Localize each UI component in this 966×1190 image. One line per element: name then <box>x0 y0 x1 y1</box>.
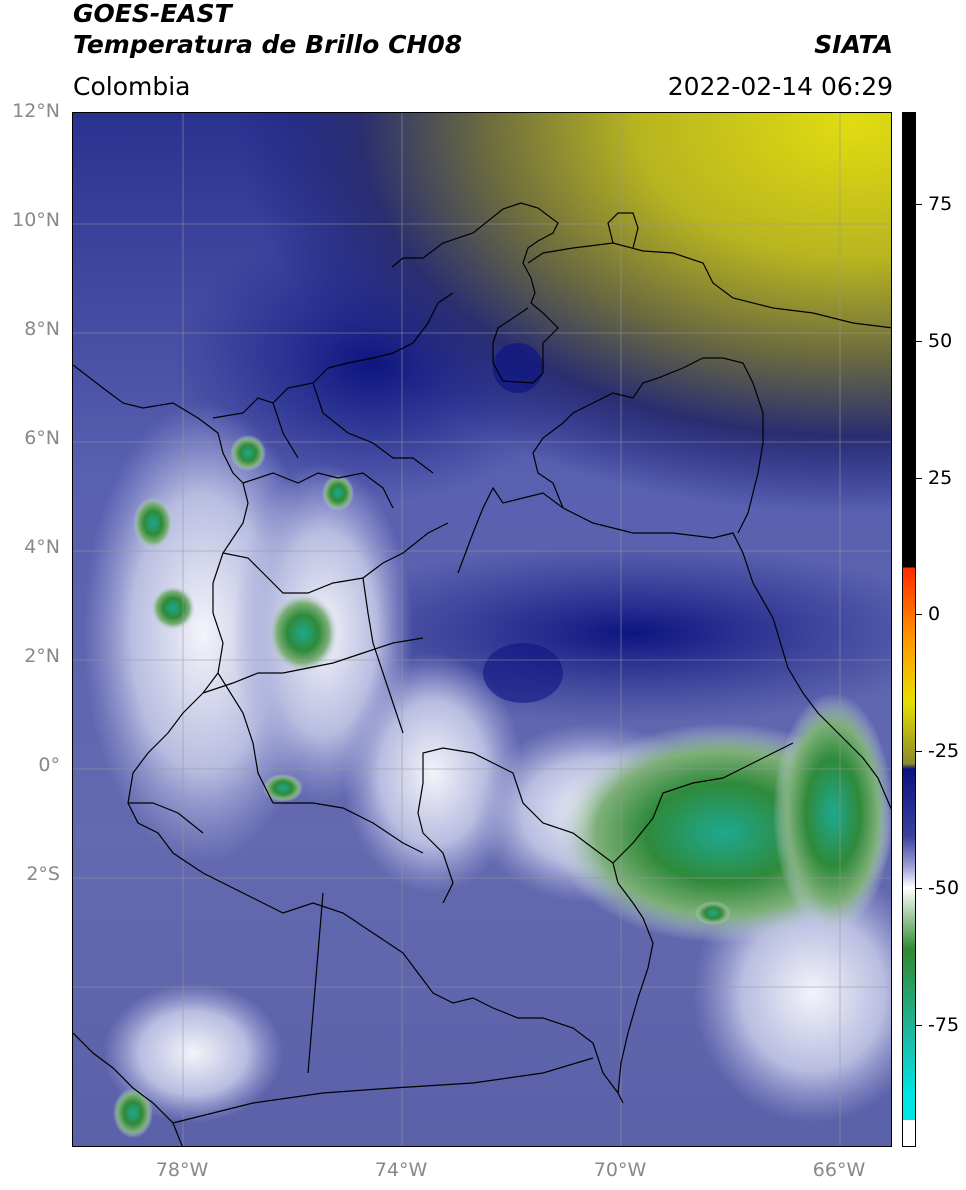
colorbar-label-0: 0 <box>928 603 941 625</box>
satellite-map <box>72 112 892 1147</box>
lat-tick-4n: 4°N <box>24 536 60 558</box>
colorbar-label-50: 50 <box>928 330 953 352</box>
lon-tick-66w: 66°W <box>812 1159 866 1181</box>
lat-tick-8n: 8°N <box>24 318 60 340</box>
lat-tick-6n: 6°N <box>24 427 60 449</box>
colorbar-label-neg25: -25 <box>928 740 960 762</box>
lon-tick-78w: 78°W <box>155 1159 209 1181</box>
colorbar-tick-neg75 <box>916 1025 922 1026</box>
colorbar-tick-50 <box>916 341 922 342</box>
lat-tick-2s: 2°S <box>26 863 60 885</box>
lat-tick-0: 0° <box>38 754 60 776</box>
datetime-label: 2022-02-14 06:29 <box>667 72 893 101</box>
colorbar-label-neg75: -75 <box>928 1014 960 1036</box>
source-label: SIATA <box>814 30 893 59</box>
colorbar-tick-neg50 <box>916 888 922 889</box>
colorbar-tick-0 <box>916 614 922 615</box>
colorbar-label-25: 25 <box>928 467 953 489</box>
lat-tick-12n: 12°N <box>12 100 60 122</box>
lat-tick-10n: 10°N <box>12 209 60 231</box>
lat-tick-2n: 2°N <box>24 645 60 667</box>
colorbar <box>902 112 916 1147</box>
product-title: Temperatura de Brillo CH08 <box>73 30 463 59</box>
colorbar-label-75: 75 <box>928 193 953 215</box>
satellite-title: GOES-EAST <box>73 0 232 28</box>
colorbar-tick-75 <box>916 204 922 205</box>
colorbar-label-neg50: -50 <box>928 877 960 899</box>
colorbar-tick-25 <box>916 478 922 479</box>
colorbar-tick-neg25 <box>916 751 922 752</box>
lon-tick-70w: 70°W <box>593 1159 647 1181</box>
region-label: Colombia <box>73 72 191 101</box>
lon-tick-74w: 74°W <box>374 1159 428 1181</box>
